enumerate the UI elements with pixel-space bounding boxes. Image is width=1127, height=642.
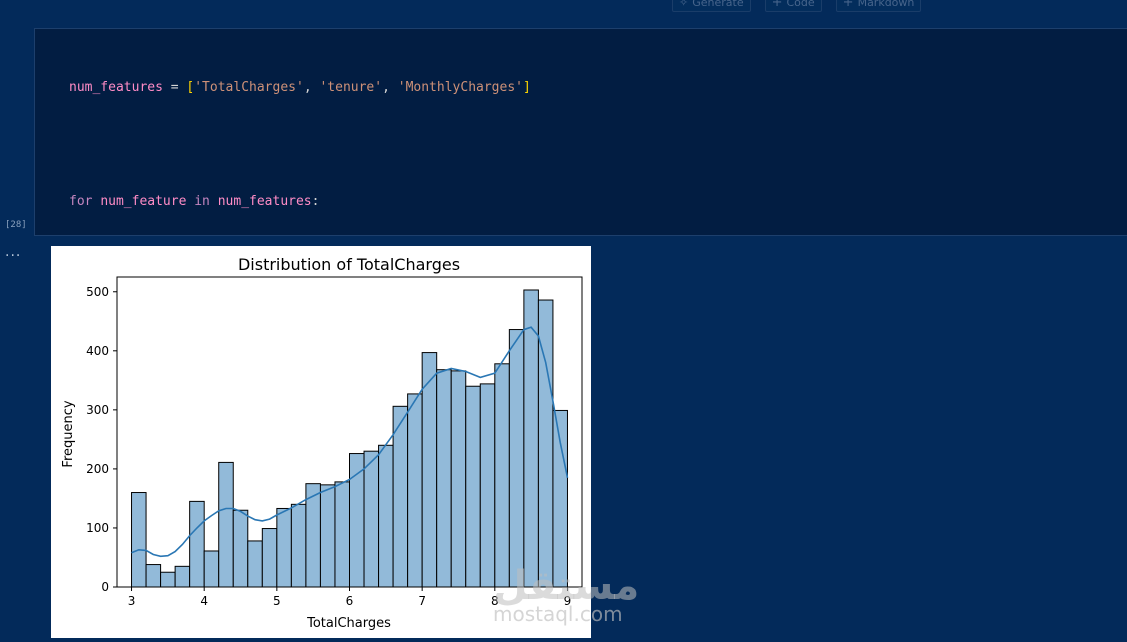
plot-frame — [116, 276, 583, 588]
histogram-bar — [450, 370, 467, 588]
kde-layer — [131, 326, 569, 558]
histogram-bar — [247, 540, 263, 588]
x-tick-label: 8 — [491, 594, 499, 608]
histogram-bars — [131, 289, 568, 588]
plot-output: Distribution of TotalCharges TotalCharge… — [51, 246, 591, 638]
histogram-bar — [145, 564, 162, 588]
output-menu-icon[interactable]: ... — [5, 244, 22, 260]
histogram-bar — [203, 550, 220, 588]
generate-button[interactable]: ✧ Generate — [672, 0, 751, 12]
histogram-bar — [261, 528, 278, 588]
y-tick-label: 200 — [86, 462, 109, 476]
histogram-bar — [319, 484, 336, 588]
x-tick-label: 6 — [346, 594, 354, 608]
histogram-bar — [276, 507, 292, 588]
cell-toolbar: ✧ Generate + Code + Markdown — [672, 0, 922, 12]
x-tick-label: 7 — [418, 594, 426, 608]
histogram-bar — [363, 450, 380, 588]
kde-line — [131, 326, 569, 558]
histogram-bar — [436, 369, 452, 588]
histogram-bar — [218, 461, 234, 588]
histogram-bar — [334, 481, 350, 588]
generate-label: Generate — [692, 0, 744, 9]
x-tick-label: 9 — [564, 594, 572, 608]
x-axis-label: TotalCharges — [306, 616, 391, 631]
histogram-bar — [552, 409, 568, 588]
axis-ticks: 3 4 5 6 7 8 9 0 100 200 300 400 500 — [86, 285, 571, 608]
code-line: num_features = ['TotalCharges', 'tenure'… — [69, 80, 531, 95]
histogram-bar — [494, 363, 510, 588]
chart-title: Distribution of TotalCharges — [238, 255, 460, 274]
y-axis-label: Frequency — [61, 400, 76, 467]
histogram-bar — [378, 444, 394, 588]
code-line — [69, 135, 547, 154]
plus-icon: + — [771, 0, 783, 10]
histogram-bar — [508, 329, 525, 588]
histogram-bar — [160, 571, 176, 588]
execution-count: [28] — [5, 220, 27, 230]
histogram-chart: Distribution of TotalCharges TotalCharge… — [61, 255, 583, 631]
y-tick-label: 500 — [86, 285, 109, 299]
code-label: Code — [786, 0, 815, 9]
sparkle-icon: ✧ — [679, 0, 689, 9]
markdown-label: Markdown — [857, 0, 915, 9]
x-tick-label: 3 — [128, 594, 136, 608]
histogram-bar — [290, 503, 307, 588]
histogram-bar — [174, 565, 191, 588]
histogram-bar — [407, 393, 423, 588]
x-tick-label: 5 — [273, 594, 281, 608]
code-cell[interactable]: num_features = ['TotalCharges', 'tenure'… — [34, 28, 1127, 553]
y-tick-label: 0 — [101, 580, 109, 594]
add-code-cell-button[interactable]: + Code — [764, 0, 822, 12]
histogram-bar — [479, 383, 496, 588]
y-tick-label: 400 — [86, 344, 109, 358]
histogram-bar — [232, 509, 249, 588]
histogram-bar — [465, 385, 481, 588]
y-tick-label: 100 — [86, 521, 109, 535]
histogram-bar — [392, 405, 409, 588]
x-tick-label: 4 — [200, 594, 208, 608]
histogram-bar — [131, 492, 147, 588]
code-line: for num_feature in num_features: — [69, 194, 320, 209]
add-markdown-cell-button[interactable]: + Markdown — [835, 0, 922, 12]
histogram-bar — [189, 500, 205, 588]
y-tick-label: 300 — [86, 403, 109, 417]
plus-icon: + — [842, 0, 854, 10]
